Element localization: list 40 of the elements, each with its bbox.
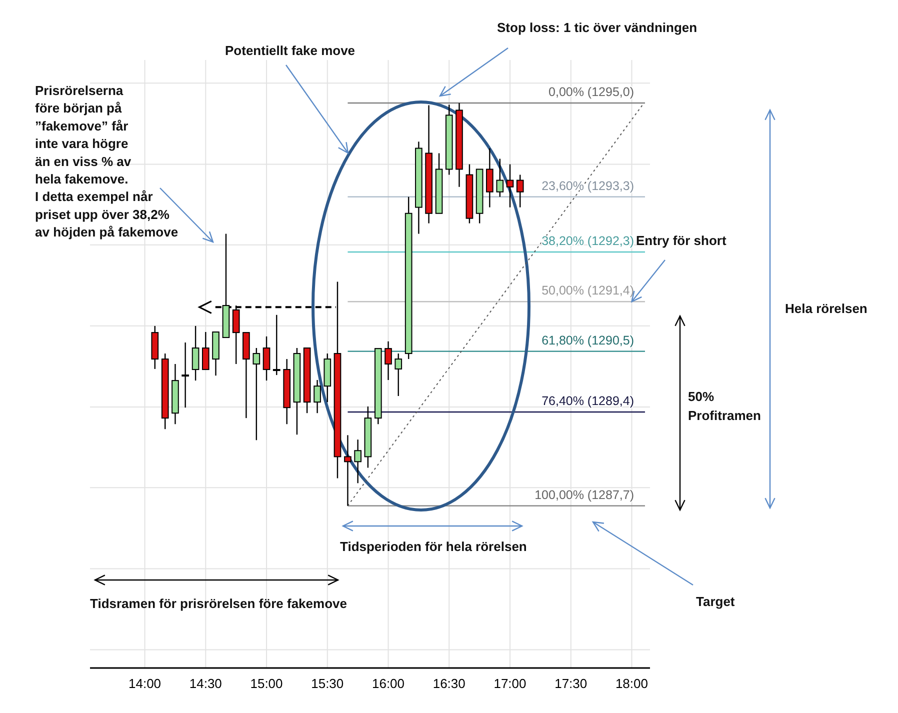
text: Target — [696, 594, 736, 609]
ref-line-label: 38,20% (1292,3) — [542, 234, 634, 248]
candlestick — [394, 352, 402, 397]
x-tick-label: 15:30 — [311, 676, 344, 691]
ref-line-label: 23,60% (1293,3) — [542, 178, 634, 193]
text: Stop loss: 1 tic över vändningen — [497, 20, 698, 35]
x-tick-label: 16:00 — [372, 676, 405, 691]
x-tick-label: 15:00 — [250, 676, 283, 691]
candlestick — [354, 438, 362, 484]
candlestick — [262, 336, 270, 382]
candlestick — [506, 164, 514, 208]
candlestick — [192, 325, 200, 382]
x-tick-label: 18:00 — [615, 676, 648, 691]
candlestick — [384, 340, 392, 381]
x-tick-label: 14:30 — [189, 676, 222, 691]
ref-line-label: 61,80% (1290,5) — [542, 333, 634, 348]
x-tick-label: 16:30 — [432, 676, 466, 691]
annotation: Entry för short — [636, 233, 727, 248]
x-tick-label: 17:30 — [554, 676, 588, 691]
x-tick-label: 17:00 — [494, 676, 526, 691]
ref-line-label: 76,40% (1289,4) — [542, 394, 634, 408]
annotation: Tidsperioden för hela rörelsen — [340, 539, 527, 554]
candlestick — [496, 158, 504, 198]
ref-line-label: 100,00% (1287,7) — [534, 488, 634, 502]
candlestick — [202, 331, 210, 370]
candlestick — [516, 174, 524, 208]
x-tick-label: 14:00 — [128, 676, 162, 691]
ref-line-label: 50,00% (1291,4) — [542, 284, 634, 298]
candlestick — [344, 434, 352, 506]
text: Prisrörelserna före början på ”fakemove” får inte vara högre än en viss % av hela fakemove. I detta exempel når priset upp över 38,2% av höjden på fakemove — [35, 83, 178, 240]
text: Hela rörelsen — [785, 301, 868, 316]
ref-line-label: 0,00% (1295,0) — [548, 85, 634, 100]
text: Potentiellt fake move — [225, 43, 356, 58]
text: 50% Profitramen — [688, 389, 762, 423]
candlestick — [252, 347, 260, 441]
annotation: Tidsramen för prisrörelsen före fakemove — [90, 596, 347, 611]
candlestick — [486, 148, 494, 208]
candlestick — [272, 314, 280, 376]
candlestick — [182, 342, 189, 408]
candlestick — [314, 379, 321, 414]
